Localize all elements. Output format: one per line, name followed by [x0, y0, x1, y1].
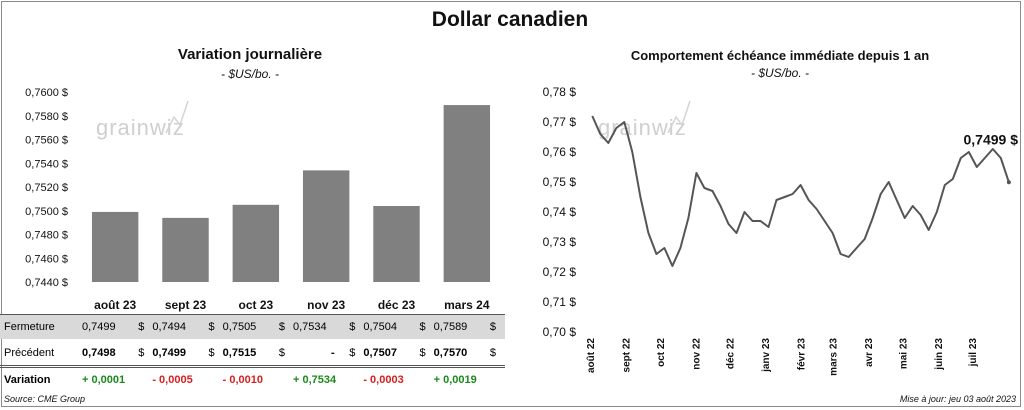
y-tick-label: 0,74 $ [543, 205, 577, 219]
y-tick-label: 0,72 $ [543, 265, 577, 279]
x-tick-label: déc 22 [726, 338, 737, 370]
fermeture-value: 0,7494 [152, 321, 186, 333]
bar [373, 206, 420, 282]
bar [232, 204, 280, 282]
y-tick-label: 0,7500 $ [25, 206, 68, 218]
currency-sign: $ [278, 321, 285, 333]
x-tick-label: août 22 [586, 338, 597, 373]
bar [91, 211, 139, 282]
x-tick-label: nov 23 [307, 298, 345, 312]
watermark-swoosh [165, 100, 189, 134]
last-price-label: 0,7499 $ [964, 132, 1019, 148]
last-point [1006, 180, 1011, 185]
x-tick-label: oct 22 [656, 338, 667, 367]
x-tick-label: nov 22 [691, 338, 702, 370]
variation-value: + 0,0001 [82, 374, 126, 386]
watermark-swoosh [667, 100, 691, 134]
fermeture-value: 0,7504 [363, 321, 397, 333]
line-chart: 0,70 $ 0,71 $ 0,72 $ 0,73 $ 0,74 $ 0,75 $ 0,76… [543, 85, 1019, 376]
y-tick-label: 0,70 $ [543, 325, 577, 339]
x-tick-label: juil 23 [968, 338, 979, 368]
currency-sign: $ [419, 321, 426, 333]
bar [443, 105, 491, 282]
currency-sign: $ [489, 347, 496, 359]
bar-chart-subtitle: - $US/bo. - [220, 67, 280, 81]
precedent-value: 0,7507 [363, 347, 397, 359]
watermark-logo: grainwiz [96, 115, 185, 140]
y-tick-label: 0,7580 $ [25, 111, 68, 123]
y-tick-label: 0,7440 $ [25, 277, 68, 289]
precedent-label: Précédent [4, 347, 55, 359]
currency-sign: $ [419, 347, 426, 359]
precedent-value: 0,7570 [433, 347, 468, 359]
variation-label: Variation [4, 374, 51, 386]
x-tick-label: déc 23 [378, 298, 416, 312]
fermeture-value: 0,7505 [222, 321, 257, 333]
precedent-value: - [331, 347, 335, 359]
x-tick-label: avr 23 [864, 338, 875, 367]
x-tick-label: août 23 [94, 298, 136, 312]
y-tick-label: 0,76 $ [543, 145, 577, 159]
x-tick-label: juin 23 [934, 338, 945, 371]
precedent-value: 0,7499 [152, 347, 186, 359]
currency-sign: $ [349, 321, 356, 333]
fermeture-label: Fermeture [4, 321, 55, 333]
line-chart-title: Comportement échéance immédiate depuis 1… [630, 48, 930, 63]
y-tick-label: 0,7600 $ [25, 87, 68, 99]
currency-sign: $ [349, 347, 356, 359]
source-note: Source: CME Group [4, 394, 86, 404]
line-chart-subtitle: - $US/bo. - [750, 66, 810, 80]
currency-sign: $ [489, 321, 496, 333]
bar-chart: 0,7440 $ 0,7460 $ 0,7480 $ 0,7500 $ 0,7520 $… [25, 87, 491, 312]
currency-sign: $ [138, 347, 145, 359]
fermeture-value: 0,7589 [433, 321, 468, 333]
variation-value: + 0,0019 [433, 374, 477, 386]
x-tick-label: sept 23 [165, 298, 207, 312]
currency-sign: $ [138, 321, 145, 333]
price-line [591, 115, 1010, 267]
x-tick-label: oct 23 [238, 298, 273, 312]
y-tick-label: 0,71 $ [543, 295, 577, 309]
row-fermeture: Fermeture 0,7499 $0,7494 $0,7505 $0,7534 $0,… [0, 315, 505, 339]
y-tick-label: 0,77 $ [543, 115, 577, 129]
x-tick-label: janv 23 [761, 338, 772, 373]
precedent-value: 0,7498 [82, 347, 116, 359]
y-tick-label: 0,73 $ [543, 235, 577, 249]
y-tick-label: 0,78 $ [543, 85, 577, 99]
row-variation: Variation + 0,0001 - 0,0005 - 0,0010 + 0,75… [0, 368, 505, 392]
currency-sign: $ [208, 321, 215, 333]
variation-value: - 0,0003 [363, 374, 404, 386]
y-tick-label: 0,7460 $ [25, 253, 68, 265]
currency-sign: $ [208, 347, 215, 359]
x-tick-label: mars 23 [829, 338, 840, 376]
bar [302, 170, 350, 282]
y-tick-label: 0,7560 $ [25, 135, 68, 147]
x-tick-label: mai 23 [898, 338, 909, 370]
y-tick-label: 0,75 $ [543, 175, 577, 189]
y-tick-label: 0,7520 $ [25, 182, 68, 194]
variation-value: - 0,0005 [152, 374, 193, 386]
update-date: Mise à jour: jeu 03 août 2023 [899, 394, 1016, 404]
main-title: Dollar canadien [431, 8, 589, 31]
x-tick-label: mars 24 [444, 298, 490, 312]
variation-value: + 0,7534 [293, 374, 337, 386]
precedent-value: 0,7515 [222, 347, 257, 359]
fermeture-value: 0,7534 [293, 321, 327, 333]
y-tick-label: 0,7540 $ [25, 158, 68, 170]
x-tick-label: févr 23 [797, 338, 808, 371]
row-precedent: Précédent 0,7498 $0,7499 $0,7515 $ - $0,7507 $… [0, 341, 505, 365]
y-tick-label: 0,7480 $ [25, 230, 68, 242]
bar-chart-title: Variation journalière [177, 46, 323, 63]
bar [162, 217, 209, 282]
currency-sign: $ [278, 347, 285, 359]
variation-value: - 0,0010 [222, 374, 264, 386]
fermeture-value: 0,7499 [82, 321, 116, 333]
x-tick-label: sept 22 [621, 338, 632, 373]
